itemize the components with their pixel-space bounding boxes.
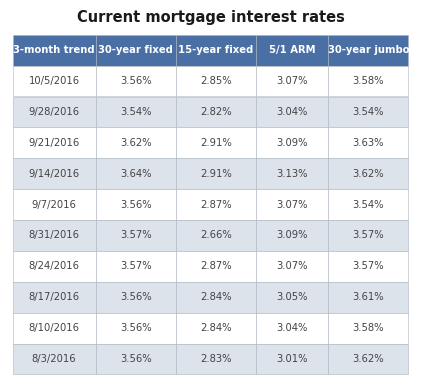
Text: 2.87%: 2.87% [200, 261, 232, 271]
Text: 9/7/2016: 9/7/2016 [32, 200, 77, 210]
Text: 2.85%: 2.85% [200, 76, 232, 86]
Text: 8/3/2016: 8/3/2016 [32, 354, 77, 364]
Text: 3.63%: 3.63% [352, 138, 384, 148]
Text: 3.62%: 3.62% [352, 354, 384, 364]
Text: 30-year jumbo: 30-year jumbo [328, 45, 409, 55]
Text: 3.07%: 3.07% [276, 76, 308, 86]
Text: 3.62%: 3.62% [352, 169, 384, 179]
Text: 3.57%: 3.57% [352, 261, 384, 271]
Text: 3.56%: 3.56% [120, 354, 152, 364]
Text: 2.83%: 2.83% [200, 354, 232, 364]
Text: 9/14/2016: 9/14/2016 [29, 169, 80, 179]
Text: 3.57%: 3.57% [352, 230, 384, 240]
Text: 3.05%: 3.05% [276, 292, 308, 302]
Text: 3.56%: 3.56% [120, 200, 152, 210]
Text: 3.54%: 3.54% [352, 107, 384, 117]
Text: 30-year fixed: 30-year fixed [99, 45, 173, 55]
Text: 3.56%: 3.56% [120, 76, 152, 86]
Text: 5/1 ARM: 5/1 ARM [269, 45, 315, 55]
Text: 2.87%: 2.87% [200, 200, 232, 210]
Text: 2.91%: 2.91% [200, 169, 232, 179]
Text: 10/5/2016: 10/5/2016 [29, 76, 80, 86]
Text: 3-month trend: 3-month trend [13, 45, 95, 55]
Text: 9/28/2016: 9/28/2016 [29, 107, 80, 117]
Text: 3.61%: 3.61% [352, 292, 384, 302]
Text: 15-year fixed: 15-year fixed [179, 45, 253, 55]
Text: 3.58%: 3.58% [352, 323, 384, 333]
Text: 2.84%: 2.84% [200, 292, 232, 302]
Text: 9/21/2016: 9/21/2016 [29, 138, 80, 148]
Text: 2.84%: 2.84% [200, 323, 232, 333]
Text: 3.13%: 3.13% [276, 169, 308, 179]
Text: 3.01%: 3.01% [276, 354, 308, 364]
Text: 8/31/2016: 8/31/2016 [29, 230, 80, 240]
Text: 3.07%: 3.07% [276, 261, 308, 271]
Text: 3.56%: 3.56% [120, 292, 152, 302]
Text: 2.91%: 2.91% [200, 138, 232, 148]
Text: 3.58%: 3.58% [352, 76, 384, 86]
Text: 2.66%: 2.66% [200, 230, 232, 240]
Text: 2.82%: 2.82% [200, 107, 232, 117]
Text: 8/17/2016: 8/17/2016 [29, 292, 80, 302]
Text: 3.04%: 3.04% [277, 107, 308, 117]
Text: Current mortgage interest rates: Current mortgage interest rates [77, 10, 344, 25]
Text: 3.64%: 3.64% [120, 169, 152, 179]
Text: 3.54%: 3.54% [120, 107, 152, 117]
Text: 3.04%: 3.04% [277, 323, 308, 333]
Text: 3.09%: 3.09% [276, 230, 308, 240]
Text: 3.54%: 3.54% [352, 200, 384, 210]
Text: 3.57%: 3.57% [120, 230, 152, 240]
Text: 8/10/2016: 8/10/2016 [29, 323, 80, 333]
Text: 3.56%: 3.56% [120, 323, 152, 333]
Text: 8/24/2016: 8/24/2016 [29, 261, 80, 271]
Text: 3.57%: 3.57% [120, 261, 152, 271]
Text: 3.07%: 3.07% [276, 200, 308, 210]
Text: 3.62%: 3.62% [120, 138, 152, 148]
Text: 3.09%: 3.09% [276, 138, 308, 148]
